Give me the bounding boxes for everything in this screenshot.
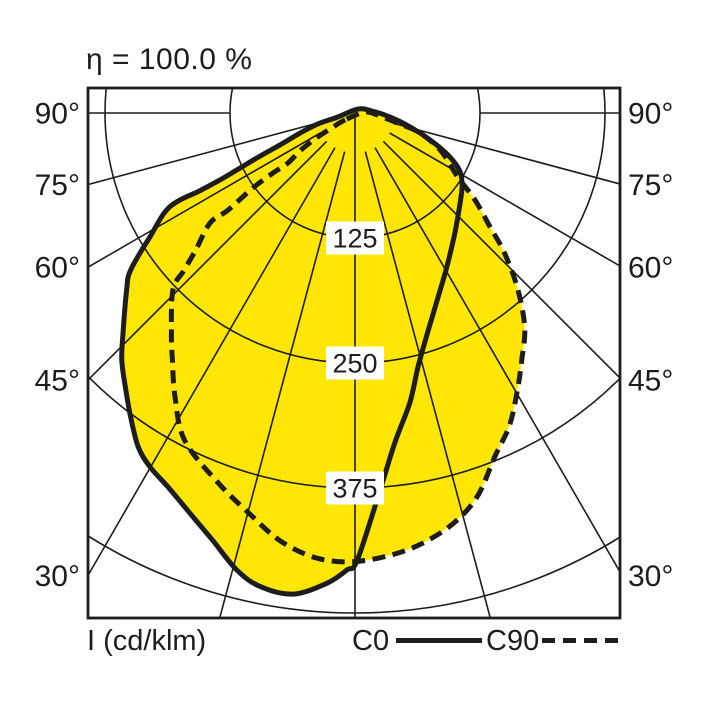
legend-c0-label: C0 bbox=[352, 625, 390, 657]
grid-ray-left-60 bbox=[88, 132, 321, 269]
ring-label-chip-375 bbox=[326, 471, 384, 505]
grid-ray-right-15 bbox=[364, 151, 492, 618]
ring-label-375: 375 bbox=[332, 474, 377, 504]
angle-label-right-45: 45° bbox=[628, 365, 673, 398]
plot-border bbox=[86, 86, 622, 620]
angle-label-right-60: 60° bbox=[628, 252, 673, 285]
legend-c0-solid-line-swatch bbox=[396, 638, 482, 643]
grid-ray-right-75 bbox=[393, 122, 620, 185]
legend-c90-label: C90 bbox=[486, 625, 540, 657]
grid-ray-left-30 bbox=[88, 147, 336, 578]
angle-label-right-75: 75° bbox=[628, 169, 673, 202]
c0-curve bbox=[119, 106, 465, 597]
ring-label-250: 250 bbox=[332, 349, 377, 379]
grid-ray-left-45 bbox=[88, 140, 328, 382]
unit-label: I (cd/klm) bbox=[87, 625, 207, 657]
angle-label-left-90: 90° bbox=[35, 98, 80, 131]
ring-label-125: 125 bbox=[332, 224, 377, 254]
angle-label-left-60: 60° bbox=[35, 252, 80, 285]
grid-ray-left-75 bbox=[88, 122, 317, 186]
angle-label-left-45: 45° bbox=[35, 365, 80, 398]
c90-curve bbox=[168, 109, 528, 565]
ring-label-chip-250 bbox=[326, 346, 384, 380]
c90-fill bbox=[171, 111, 525, 562]
ring-label-chip-125 bbox=[326, 221, 384, 255]
angle-label-right-90: 90° bbox=[628, 98, 673, 131]
grid-ray-right-45 bbox=[382, 140, 620, 380]
grid-ray-right-60 bbox=[389, 132, 620, 267]
angle-label-right-30: 30° bbox=[628, 560, 673, 593]
angle-label-left-75: 75° bbox=[35, 169, 80, 202]
angle-label-left-30: 30° bbox=[35, 560, 80, 593]
efficiency-title: η = 100.0 % bbox=[86, 43, 253, 76]
legend-c90-dashed-line-swatch bbox=[542, 638, 619, 643]
